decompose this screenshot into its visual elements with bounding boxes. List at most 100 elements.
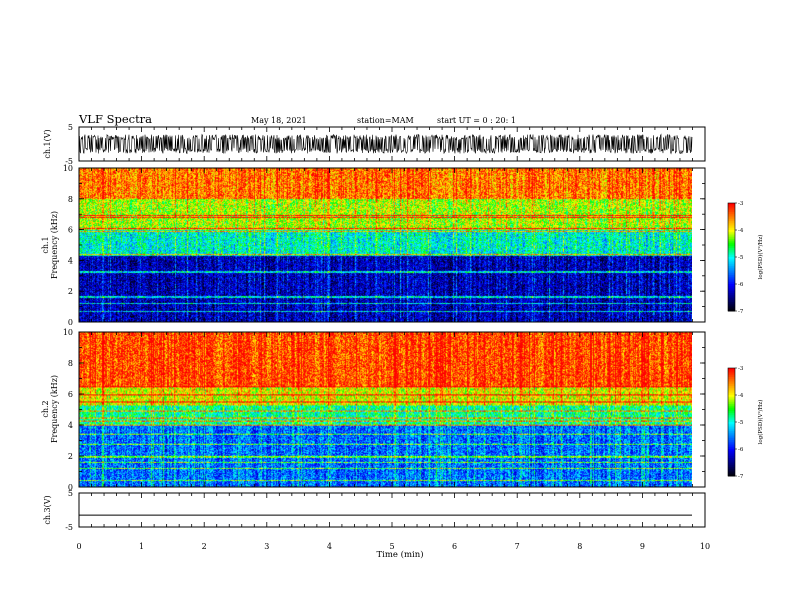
colorbar-segment [728, 275, 735, 278]
x-tick-label: 2 [202, 542, 207, 551]
colorbar-segment [728, 411, 735, 414]
colorbar-segment [728, 273, 735, 276]
y-tick-label: 2 [68, 287, 73, 296]
ylabel-line: ch.2 [41, 400, 50, 417]
y-tick-label: 6 [68, 226, 73, 235]
colorbar-segment [728, 287, 735, 290]
x-tick-label: 10 [700, 542, 710, 551]
colorbar-segment [728, 461, 735, 464]
colorbar-segment [728, 450, 735, 454]
colorbar-segment [728, 452, 735, 455]
colorbar-segment [728, 251, 735, 254]
colorbar-segment [728, 221, 735, 224]
colorbar-segment [728, 402, 735, 405]
colorbar-segment [728, 282, 735, 285]
colorbar-segment [728, 222, 735, 226]
ch1-spectrogram-image [79, 168, 692, 322]
x-tick-label: 4 [327, 542, 332, 551]
y-tick-label: 5 [68, 123, 73, 132]
x-tick-label: 6 [452, 542, 457, 551]
colorbar-segment [728, 267, 735, 271]
colorbar-segment [728, 395, 735, 398]
colorbar-segment [728, 213, 735, 217]
colorbar-segment [728, 262, 735, 265]
colorbar-segment [728, 391, 735, 394]
colorbar-segment [728, 427, 735, 430]
colorbar-segment [728, 393, 735, 396]
y-tick-label: 4 [68, 421, 73, 430]
y-tick-label: 0 [68, 318, 73, 327]
colorbar-segment [728, 309, 735, 312]
colorbar-segment [728, 389, 735, 392]
colorbar-segment [728, 224, 735, 227]
colorbar-segment [728, 271, 735, 274]
y-tick-label: 0 [68, 483, 73, 492]
x-tick-label: 3 [264, 542, 269, 551]
colorbar-segment [728, 228, 735, 231]
colorbar-segment [728, 266, 735, 269]
colorbar-segment [728, 386, 735, 389]
colorbar-segment [728, 380, 735, 383]
colorbar-segment [728, 276, 735, 280]
colorbar-segment [728, 456, 735, 459]
colorbar-segment [728, 204, 735, 208]
colorbar-tick-label: -4 [738, 393, 744, 399]
y-tick-label: 5 [68, 489, 73, 498]
colorbar-segment [728, 398, 735, 401]
colorbar-segment [728, 420, 735, 423]
colorbar-segment [728, 280, 735, 283]
colorbar-segment [728, 474, 735, 477]
colorbar-segment [728, 409, 735, 412]
colorbar-segment [728, 248, 735, 251]
colorbar-segment [728, 369, 735, 373]
colorbar-segment [728, 416, 735, 419]
y-tick-label: 8 [68, 195, 73, 204]
date-label: May 18, 2021 [251, 116, 307, 125]
start-time-label: start UT = 0 : 20: 1 [437, 116, 516, 125]
colorbar-segment [728, 373, 735, 376]
colorbar-segment [728, 454, 735, 457]
colorbar-tick-label: -5 [738, 255, 744, 261]
x-tick-label: 5 [389, 542, 394, 551]
y-tick-label: 10 [63, 164, 73, 173]
colorbar-segment [728, 432, 735, 436]
colorbar-segment [728, 303, 735, 307]
colorbar-segment [728, 431, 735, 434]
colorbar-segment [728, 296, 735, 299]
colorbar-segment [728, 293, 735, 296]
colorbar-segment [728, 422, 735, 425]
colorbar-segment [728, 206, 735, 209]
colorbar-segment [728, 377, 735, 380]
ylabel-line: Frequency (kHz) [50, 375, 59, 443]
colorbar-segment [728, 212, 735, 215]
colorbar-segment [728, 468, 735, 472]
colorbar-segment [728, 463, 735, 466]
y-tick-label: -5 [65, 157, 73, 166]
ylabel-line: Frequency (kHz) [50, 211, 59, 279]
colorbar-tick-label: -7 [738, 474, 744, 480]
y-tick-label: 8 [68, 359, 73, 368]
colorbar-segment [728, 445, 735, 448]
x-tick-label: 1 [139, 542, 144, 551]
colorbar-segment [728, 423, 735, 427]
colorbar-segment [728, 233, 735, 236]
colorbar-segment [728, 210, 735, 213]
colorbar-segment [728, 447, 735, 450]
colorbar-segment [728, 264, 735, 267]
colorbar-segment [728, 438, 735, 441]
colorbar-segment [728, 258, 735, 262]
colorbar-segment [728, 418, 735, 421]
colorbar-segment [728, 387, 735, 391]
colorbar-segment [728, 219, 735, 222]
colorbar-segment [728, 414, 735, 418]
ch2-spectrogram-ylabel: ch.2Frequency (kHz) [41, 375, 59, 443]
x-axis-title: Time (min) [376, 549, 423, 560]
x-tick-label: 8 [577, 542, 582, 551]
colorbar-tick-label: -5 [738, 420, 744, 426]
colorbar-segment [728, 371, 735, 374]
colorbar-segment [728, 208, 735, 211]
colorbar-tick-label: -4 [738, 228, 744, 234]
